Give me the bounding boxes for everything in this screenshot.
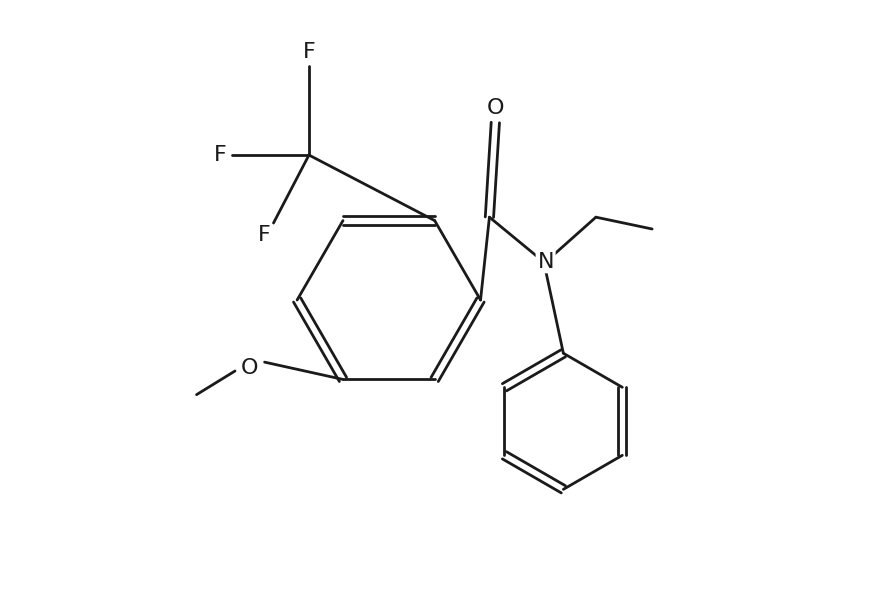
Text: O: O	[241, 358, 259, 378]
Text: O: O	[487, 98, 504, 118]
Text: F: F	[214, 145, 227, 165]
Text: F: F	[258, 225, 271, 245]
Text: F: F	[303, 41, 315, 61]
Text: N: N	[538, 251, 554, 272]
